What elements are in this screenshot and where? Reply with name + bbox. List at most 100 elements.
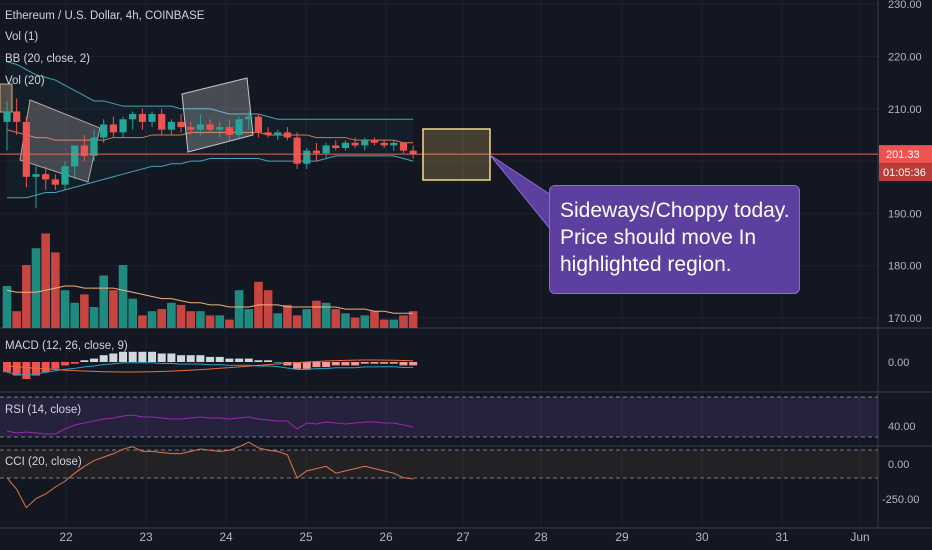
macd-histogram-bar — [302, 362, 311, 369]
macd-histogram-bar — [399, 362, 408, 366]
macd-histogram-bar — [119, 351, 128, 362]
volume-bar — [341, 313, 350, 328]
rsi-label[interactable]: RSI (14, close) — [5, 404, 82, 416]
highlight-region — [422, 128, 491, 181]
countdown-tag — [879, 163, 932, 182]
candle-body — [22, 121, 30, 177]
drawing-rectangle — [181, 77, 254, 153]
candle-body — [158, 114, 166, 130]
volume-bar — [225, 319, 234, 328]
cci-axis-label: -250.00 — [882, 494, 919, 506]
macd-axis-label: 0.00 — [888, 357, 909, 369]
price-axis-label: 230.00 — [888, 0, 922, 11]
volume-bar — [350, 317, 360, 328]
macd-histogram-bar — [12, 362, 21, 376]
x-axis-label: 22 — [59, 530, 73, 544]
volume-bar — [302, 309, 312, 328]
volume-bar — [186, 311, 196, 328]
candle-body — [312, 150, 321, 154]
candle-body — [3, 111, 11, 122]
candle-body — [71, 145, 79, 167]
candle-body — [196, 124, 204, 130]
x-axis-label: 28 — [534, 530, 548, 544]
symbol-title: Ethereum / U.S. Dollar, 4h, COINBASE — [5, 10, 205, 22]
x-axis-label: 29 — [615, 530, 629, 544]
volume-bar — [167, 302, 176, 328]
candle-body — [361, 140, 369, 146]
candle-body — [80, 145, 88, 156]
candle-body — [399, 142, 408, 151]
candle-body — [283, 132, 292, 138]
macd-histogram-bar — [22, 362, 31, 379]
volume-bar — [283, 304, 292, 328]
volume-bar — [273, 313, 283, 328]
macd-histogram-bar — [225, 358, 234, 362]
macd-histogram-bar — [167, 353, 176, 362]
volume-bar — [12, 311, 21, 328]
x-axis-label: 25 — [299, 530, 313, 544]
price-axis-label: 220.00 — [888, 52, 922, 64]
indicator-bb[interactable]: BB (20, close, 2) — [5, 53, 91, 65]
drawing-rectangle — [0, 83, 13, 113]
macd-histogram-bar — [138, 351, 147, 362]
volume-bar — [80, 294, 89, 328]
price-axis-label: 180.00 — [888, 261, 922, 273]
macd-histogram-bar — [206, 356, 215, 362]
macd-histogram-bar — [254, 360, 263, 362]
candle-body — [187, 127, 195, 130]
annotation-callout[interactable]: Sideways/Choppy today. Price should move… — [549, 185, 800, 294]
macd-histogram-bar — [99, 355, 108, 362]
bb-upper-line — [6, 61, 414, 120]
volume-bar — [399, 315, 408, 328]
volume-bar — [370, 311, 379, 328]
volume-bar — [41, 233, 50, 328]
volume-bar — [176, 304, 186, 328]
callout-pointer — [489, 154, 552, 232]
candle-body — [148, 114, 156, 122]
volume-bar — [60, 290, 70, 328]
macd-signal-line — [6, 359, 414, 373]
volume-bar — [157, 309, 167, 328]
candle-body — [245, 116, 253, 120]
macd-line — [6, 362, 414, 376]
macd-histogram-bar — [389, 362, 398, 364]
volume-bar — [99, 275, 108, 328]
macd-histogram-bar — [3, 362, 11, 373]
candle-body — [100, 124, 108, 138]
volume-bar — [215, 315, 225, 328]
macd-histogram-bar — [90, 358, 99, 362]
volume-bar — [51, 252, 60, 328]
candle-body — [322, 145, 330, 154]
macd-label[interactable]: MACD (12, 26, close, 9) — [5, 340, 128, 352]
candle-body — [264, 132, 272, 135]
volume-bar — [196, 311, 205, 328]
macd-histogram-bar — [360, 362, 369, 364]
candle-body — [119, 119, 127, 133]
candle-body — [90, 137, 98, 156]
x-axis-label: 31 — [775, 530, 789, 544]
indicator-vol[interactable]: Vol (1) — [5, 31, 39, 43]
candle-body — [167, 121, 175, 130]
macd-histogram-bar — [215, 356, 224, 362]
volume-bar — [263, 290, 273, 328]
macd-histogram-bar — [148, 351, 157, 362]
candle-body — [341, 142, 350, 149]
macd-histogram-bar — [157, 353, 166, 362]
volume-bar — [138, 315, 147, 328]
macd-histogram-bar — [380, 362, 389, 364]
macd-histogram-bar — [186, 355, 195, 362]
macd-histogram-bar — [264, 360, 273, 362]
x-axis-label: 27 — [456, 530, 470, 544]
macd-histogram-bar — [312, 362, 321, 368]
annotation-line-3: highlighted region. — [560, 253, 732, 276]
price-axis-label: 210.00 — [888, 104, 922, 116]
x-axis-label: Jun — [850, 530, 869, 544]
candle-body — [51, 179, 59, 185]
countdown-label: 01:05:36 — [883, 167, 926, 179]
macd-histogram-bar — [351, 362, 360, 366]
cci-label[interactable]: CCI (20, close) — [5, 456, 82, 468]
x-axis-label: 23 — [139, 530, 153, 544]
volume-bar — [70, 302, 79, 328]
indicator-vol-ma[interactable]: Vol (20) — [5, 75, 45, 87]
